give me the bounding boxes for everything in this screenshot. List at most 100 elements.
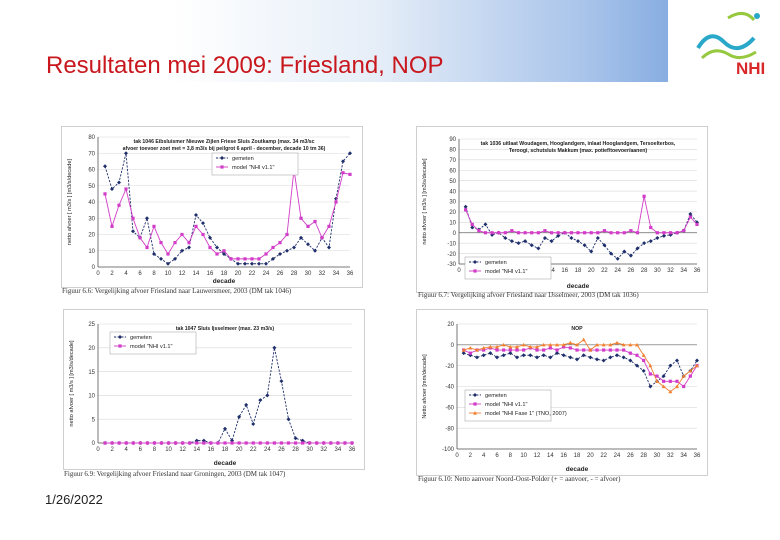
chart-4-series-2-point — [635, 353, 639, 357]
chart-1-series-1-point — [152, 252, 156, 256]
chart-3-series-2-point — [251, 441, 255, 445]
chart-3-legend-marker — [118, 335, 122, 339]
chart-2-series-1-point — [628, 253, 633, 258]
chart-4-series-2-point — [662, 379, 666, 383]
chart-4-legend-marker — [473, 411, 477, 415]
chart-1-series-1-point — [166, 261, 170, 266]
chart-3-title: tak 1047 Sluis Ijsselmeer (max. 23 m3/s) — [176, 326, 275, 332]
chart-1-series-2-point — [341, 171, 345, 175]
chart-4-series-1-point — [561, 353, 566, 358]
chart-2-series-1-point — [655, 235, 660, 240]
chart-2-series-1-point — [576, 239, 580, 244]
chart-3-series-2-point — [286, 441, 291, 445]
chart-2-series-2-point — [516, 231, 521, 235]
chart-2-series-2-point — [530, 231, 534, 235]
chart-1-series-1-point — [222, 252, 226, 256]
chart-2-ytick-label: 60 — [449, 168, 456, 174]
chart-1-series-1-point — [159, 256, 163, 261]
chart-2-series-2-point — [464, 208, 468, 212]
chart-1-series-2-point — [250, 257, 254, 261]
chart-1-series-2-point — [159, 241, 163, 245]
chart-2-series-2-point — [543, 229, 547, 233]
chart-4-series-3-point — [568, 340, 573, 345]
chart-1-series-1-point — [103, 164, 107, 169]
chart-3-xlabel: decade — [214, 460, 237, 467]
logo-text: NHI — [736, 59, 765, 78]
chart-3-series-1-point — [272, 345, 277, 350]
chart-4-series-3-point — [481, 345, 486, 350]
chart-4-xtick-label: 22 — [600, 453, 607, 459]
chart-4-series-1-point — [695, 358, 699, 363]
chart-4-series-1-point — [635, 363, 639, 368]
chart-4-series-3-point — [608, 342, 613, 347]
chart-2-series-2-point — [576, 231, 580, 235]
chart-3-series-2-point — [174, 441, 178, 445]
chart-1-ytick-label: 10 — [88, 249, 95, 255]
chart-1-series-1-point — [236, 261, 240, 266]
chart-3-series-2-point — [110, 441, 114, 445]
chart-4-series-1-point — [461, 351, 466, 356]
chart-2-ytick-label: -20 — [447, 252, 456, 258]
chart-1-series-2-point — [348, 172, 352, 176]
chart-4-series-1-point — [641, 368, 646, 373]
chart-3-series-2-point — [244, 441, 248, 445]
chart-4-series-2-line — [463, 346, 698, 388]
chart-4-xtick-label: 34 — [680, 453, 687, 459]
chart-1-series-2-point — [264, 252, 268, 256]
chart-4-series-1-line — [463, 352, 698, 388]
chart-1-ytick-label: 60 — [88, 168, 95, 174]
chart-4-xtick-label: 28 — [640, 453, 647, 459]
chart-4-series-3-point — [555, 342, 559, 347]
chart-1-xtick-label: 16 — [207, 271, 214, 277]
chart-2-xtick-label: 26 — [628, 268, 635, 274]
chart-3-ytick-label: 5 — [92, 417, 96, 423]
chart-2-series-2-point — [477, 229, 481, 233]
chart-3-series-1-point — [223, 426, 227, 431]
chart-3-xtick-label: 18 — [222, 447, 229, 453]
chart-2-caption: Figuur 6.7: Vergelijking afvoer Frieslan… — [418, 291, 639, 299]
logo-wave-icon — [700, 49, 757, 60]
chart-4-series-1-point — [508, 351, 513, 356]
chart-2-ytick-label: 10 — [449, 221, 456, 227]
chart-2-xtick-label: 20 — [588, 268, 595, 274]
chart-1-series-2-point — [285, 232, 289, 237]
chart-2-xtick-label: 18 — [575, 268, 582, 274]
chart-4-series-1-point — [568, 355, 573, 360]
chart-3-series-2-point — [336, 441, 340, 445]
chart-3-series-2-point — [329, 441, 333, 445]
chart-3-series-2-point — [279, 441, 284, 445]
chart-2-xtick-label: 34 — [680, 268, 687, 274]
chart-4-xtick-label: 18 — [574, 453, 581, 459]
chart-4-series-1-point — [648, 384, 653, 389]
chart-4-xtick-label: 20 — [587, 453, 594, 459]
chart-2-series-1-point — [582, 243, 587, 248]
chart-1-series-1-point — [341, 159, 345, 164]
chart-2-ytick-label: -10 — [447, 241, 456, 247]
chart-4-series-1-point — [501, 353, 506, 358]
chart-1-series-1-point — [278, 252, 282, 256]
chart-3-xtick-label: 30 — [306, 447, 313, 453]
chart-2-series-1-point — [470, 225, 475, 230]
chart-2-series-2-point — [675, 231, 679, 235]
chart-4-series-1-point — [488, 351, 493, 356]
chart-1-series-2-point — [278, 241, 282, 245]
chart-4-ytick-label: -20 — [445, 364, 454, 370]
chart-4-series-3-point — [521, 342, 526, 347]
chart-2-ylabel: netto afvoer [ m3/s ] [m3/s/decade] — [422, 158, 428, 245]
chart-1-series-2-point — [236, 257, 240, 261]
chart-2-series-2-point — [596, 231, 600, 235]
chart-1-series-2-point — [320, 236, 324, 240]
chart-4-series-3-point — [508, 344, 513, 349]
chart-panel-4: -100 -80 -60 -40 -20 0 20 0 2 4 6 8 10 12 14 16 18 20 22 24… — [416, 309, 708, 476]
chart-4-series-2-point — [682, 384, 686, 389]
chart-2-series-1-point — [648, 239, 653, 244]
chart-4-legend-label: model "NHI v1.1" — [485, 402, 528, 408]
chart-4-legend-box — [464, 389, 552, 422]
chart-2-ytick-label: 0 — [453, 231, 457, 237]
chart-3-series-2-point — [308, 441, 312, 445]
chart-4-series-1-point — [575, 357, 579, 362]
chart-1-series-1-point — [348, 151, 352, 156]
chart-3-legend-label: model "NHI v1.1" — [130, 344, 173, 350]
chart-3-series-2-point — [258, 441, 262, 445]
chart-2-series-1-point — [549, 239, 554, 244]
